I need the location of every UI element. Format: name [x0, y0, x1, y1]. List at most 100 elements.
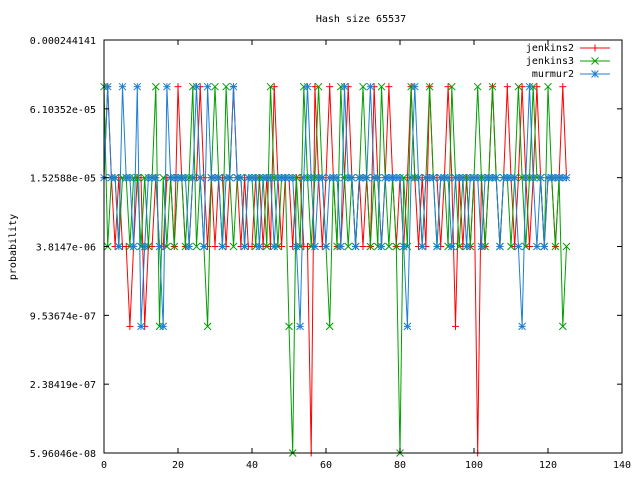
data-point — [407, 173, 415, 182]
marker-stroke — [122, 173, 131, 182]
data-point — [303, 173, 312, 182]
marker-stroke — [259, 173, 267, 182]
data-point — [311, 83, 319, 91]
data-point — [444, 173, 452, 182]
marker-stroke — [425, 82, 434, 91]
marker-stroke — [507, 173, 515, 182]
data-point — [336, 82, 345, 91]
data-point — [333, 173, 341, 182]
marker-stroke — [192, 82, 201, 91]
x-tick-label: 40 — [246, 460, 258, 471]
marker-stroke — [229, 82, 238, 91]
marker-stroke — [392, 242, 401, 251]
data-point — [151, 173, 160, 182]
marker-stroke — [348, 173, 356, 182]
data-point — [126, 242, 134, 251]
marker-stroke — [558, 173, 567, 182]
marker-stroke — [329, 173, 338, 182]
data-point — [262, 173, 271, 182]
marker-stroke — [477, 173, 486, 182]
data-point — [181, 173, 190, 182]
data-point — [518, 173, 526, 182]
marker-stroke — [381, 173, 390, 182]
marker-stroke — [344, 242, 353, 251]
x-tick-label: 0 — [101, 460, 107, 471]
data-point — [455, 242, 464, 251]
marker-stroke — [373, 242, 382, 251]
data-point — [558, 322, 567, 331]
marker-stroke — [144, 242, 153, 251]
marker-stroke — [359, 173, 367, 182]
marker-stroke — [447, 82, 456, 91]
data-point — [292, 173, 301, 182]
data-point — [525, 173, 534, 182]
data-point — [126, 173, 134, 182]
y-axis: 0.000244141 6.10352e-05 1.52588e-05 3.8147e… — [30, 36, 622, 460]
marker-stroke — [477, 242, 486, 251]
data-point — [229, 82, 238, 91]
legend: jenkins2 jenkins3 murmur2 — [526, 43, 610, 80]
marker-stroke — [185, 242, 193, 251]
data-point — [270, 242, 279, 251]
marker-stroke — [340, 82, 349, 91]
data-point — [163, 82, 171, 91]
legend-marker — [591, 57, 599, 65]
data-point — [348, 173, 356, 182]
data-point — [262, 242, 271, 251]
marker-stroke — [325, 322, 334, 331]
marker-stroke — [484, 173, 493, 182]
marker-stroke — [255, 242, 264, 251]
data-point — [118, 82, 127, 91]
data-point — [388, 173, 397, 182]
data-point — [192, 82, 201, 91]
marker-stroke — [166, 173, 175, 182]
marker-stroke — [333, 242, 341, 251]
marker-stroke — [510, 173, 519, 182]
marker-stroke — [151, 173, 160, 182]
y-tick-label: 1.52588e-05 — [30, 174, 96, 185]
marker-stroke — [447, 242, 456, 251]
data-point — [366, 242, 375, 251]
data-point — [144, 242, 153, 251]
legend-marker — [591, 44, 599, 52]
data-point — [214, 173, 223, 182]
marker-stroke — [274, 173, 282, 182]
marker-stroke — [366, 82, 375, 91]
marker-stroke — [466, 242, 475, 251]
marker-stroke — [285, 173, 293, 182]
marker-stroke — [277, 173, 286, 182]
marker-stroke — [462, 242, 471, 251]
y-tick-label: 9.53674e-07 — [30, 311, 96, 322]
marker-stroke — [503, 173, 512, 182]
data-point — [525, 82, 534, 91]
marker-stroke — [151, 82, 160, 91]
data-point — [410, 173, 419, 182]
data-point — [140, 242, 149, 251]
data-point — [521, 242, 530, 251]
marker-stroke — [137, 242, 145, 251]
marker-stroke — [473, 82, 482, 91]
data-point — [544, 82, 552, 91]
data-point — [410, 82, 419, 91]
marker-stroke — [133, 82, 142, 91]
marker-stroke — [473, 173, 482, 182]
data-point — [174, 173, 182, 182]
data-point — [288, 173, 297, 182]
marker-stroke — [148, 173, 156, 182]
marker-stroke — [514, 242, 523, 251]
data-point — [526, 242, 533, 250]
data-point — [559, 83, 567, 91]
marker-stroke — [459, 173, 467, 182]
data-point — [518, 322, 526, 331]
marker-stroke — [159, 322, 168, 331]
marker-stroke — [455, 242, 464, 251]
legend-label: jenkins3 — [526, 56, 574, 67]
marker-stroke — [118, 82, 127, 91]
marker-stroke — [562, 242, 571, 251]
x-tick-label: 60 — [320, 460, 332, 471]
data-point — [103, 82, 112, 91]
marker-stroke — [410, 82, 419, 91]
marker-stroke — [251, 173, 260, 182]
marker-stroke — [318, 173, 327, 182]
